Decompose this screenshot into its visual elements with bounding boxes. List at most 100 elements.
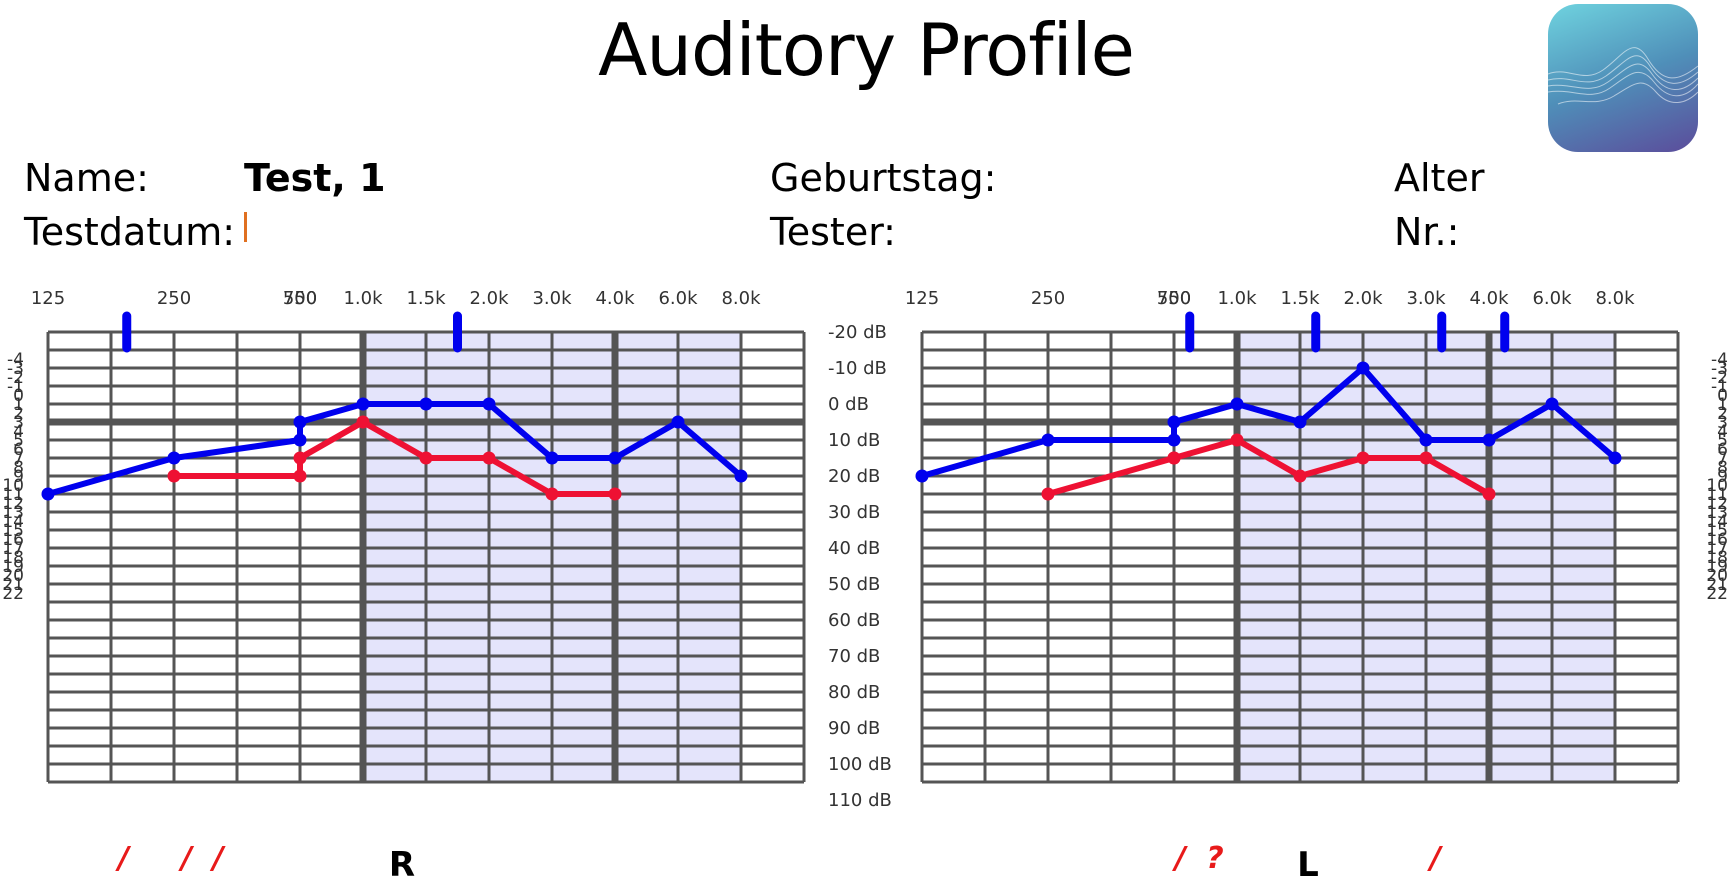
right-ear-scale-tick: 13 (2, 503, 24, 523)
left-ear-freq-label: 1.0k (1217, 288, 1257, 309)
left-ear-scale-tick: 5 (1717, 431, 1728, 451)
age-label: Alter (1394, 156, 1485, 200)
waveform-icon (1548, 4, 1698, 152)
left-ear-freq-label: 2.0k (1343, 288, 1383, 309)
left-ear-scale-tick: 0 (1717, 386, 1728, 406)
right-ear-scale-tick: 12 (2, 494, 24, 514)
left-ear-freq-label: 6.0k (1532, 288, 1572, 309)
right-ear-scale-tick: 20 (2, 566, 24, 586)
right-ear-red-point (482, 451, 496, 465)
left-ear-bottom-marker: ? (1206, 841, 1223, 876)
right-ear-db-tick: 90 dB (828, 718, 880, 739)
right-ear-scale-tick: 22 (2, 584, 24, 604)
left-ear-scale-tick: 9 (1717, 467, 1728, 487)
left-ear-scale-tick: 12 (1706, 494, 1728, 514)
right-ear-red-point (419, 451, 433, 465)
left-ear-scale-tick: 13 (1706, 503, 1728, 523)
left-ear-blue-point (1608, 451, 1622, 465)
right-ear-db-tick: 60 dB (828, 610, 880, 631)
right-ear-scale-tick: 8 (13, 458, 24, 478)
right-ear-scale-tick: 10 (2, 476, 24, 496)
right-ear-blue-point (734, 469, 748, 483)
right-ear-db-tick: 110 dB (828, 790, 892, 811)
right-ear-scale-tick: 2 (13, 404, 24, 424)
left-ear-blue-point (1356, 361, 1370, 375)
left-ear-scale-tick: 8 (1717, 458, 1728, 478)
right-ear-scale-tick: 21 (2, 575, 24, 595)
right-ear-bottom-marker: / (178, 841, 195, 876)
right-ear-db-tick: 30 dB (828, 502, 880, 523)
left-ear-label: L (1297, 845, 1319, 882)
right-ear-scale-tick: 19 (2, 557, 24, 577)
right-ear-scale-tick: 9 (13, 467, 24, 487)
right-ear-blue-point (608, 451, 622, 465)
right-ear-db-tick: 50 dB (828, 574, 880, 595)
right-ear-scale-tick: 4 (13, 422, 24, 442)
right-ear-bottom-marker: / (210, 841, 227, 876)
left-ear-blue-point (1482, 433, 1496, 447)
left-ear-freq-label: 250 (1031, 288, 1065, 309)
right-ear-red-point (356, 415, 370, 429)
right-ear-blue-point (671, 415, 685, 429)
right-ear-scale-tick: 1 (13, 395, 24, 415)
right-ear-blue-point (356, 397, 370, 411)
left-ear-scale-tick: 20 (1706, 566, 1728, 586)
left-ear-scale-tick: -1 (1711, 377, 1728, 397)
left-ear-red-point (1356, 451, 1370, 465)
right-ear-scale-tick: 0 (13, 386, 24, 406)
left-ear-scale-tick: 15 (1706, 521, 1728, 541)
right-ear-db-tick: 20 dB (828, 466, 880, 487)
testdate-value-cursor (244, 212, 247, 242)
left-ear-scale-tick: 6 (1717, 440, 1728, 460)
right-ear-scale-tick: 16 (2, 530, 24, 550)
left-ear-scale-tick: 14 (1706, 512, 1728, 532)
right-ear-blue-point (167, 451, 181, 465)
right-ear-scale-tick: -1 (7, 377, 24, 397)
birthday-label: Geburtstag: (770, 156, 997, 200)
testdate-label: Testdatum: (24, 210, 236, 254)
page-title: Auditory Profile (598, 8, 1135, 92)
left-ear-scale-tick: 3 (1717, 413, 1728, 433)
left-ear-blue-point (1293, 415, 1307, 429)
nr-label: Nr.: (1394, 210, 1460, 254)
right-ear-scale-tick: 5 (13, 431, 24, 451)
right-ear-red-point (608, 487, 622, 501)
left-ear-red-point (1482, 487, 1496, 501)
right-ear-blue-point (293, 415, 307, 429)
right-ear-scale-tick: 7 (13, 449, 24, 469)
right-ear-freq-label: 750 (283, 288, 317, 309)
left-ear-freq-label: 4.0k (1469, 288, 1509, 309)
right-ear-db-tick: 10 dB (828, 430, 880, 451)
right-ear-freq-label: 6.0k (658, 288, 698, 309)
left-ear-scale-tick: -4 (1711, 350, 1728, 370)
left-ear-blue-point (1167, 433, 1181, 447)
right-ear-scale-tick: 6 (13, 440, 24, 460)
left-ear-scale-tick: 17 (1706, 539, 1728, 559)
right-ear-db-tick: 80 dB (828, 682, 880, 703)
right-ear-db-tick: -10 dB (828, 358, 887, 379)
name-value: Test, 1 (244, 156, 386, 200)
right-ear-scale-tick: 14 (2, 512, 24, 532)
left-ear-freq-label: 3.0k (1406, 288, 1446, 309)
left-ear-blue-point (1419, 433, 1433, 447)
right-ear-blue-point (41, 487, 55, 501)
right-ear-scale-tick: -4 (7, 350, 24, 370)
left-ear-blue-point (1167, 415, 1181, 429)
right-ear-blue-point (293, 433, 307, 447)
right-ear-scale-tick: 3 (13, 413, 24, 433)
right-ear-freq-label: 8.0k (721, 288, 761, 309)
left-ear-scale-tick: 11 (1706, 485, 1728, 505)
left-ear-scale-tick: -3 (1711, 359, 1728, 379)
left-ear-red-point (1167, 451, 1181, 465)
left-ear-freq-label: 750 (1157, 288, 1191, 309)
right-ear-db-tick: 0 dB (828, 394, 869, 415)
left-ear-blue-point (1545, 397, 1559, 411)
left-ear-freq-label: 1.5k (1280, 288, 1320, 309)
right-ear-red-point (293, 451, 307, 465)
right-ear-label: R (389, 845, 415, 882)
left-ear-red-point (1230, 433, 1244, 447)
left-ear-bottom-marker: / (1427, 841, 1444, 876)
right-ear-freq-label: 250 (157, 288, 191, 309)
left-ear-red-point (1419, 451, 1433, 465)
